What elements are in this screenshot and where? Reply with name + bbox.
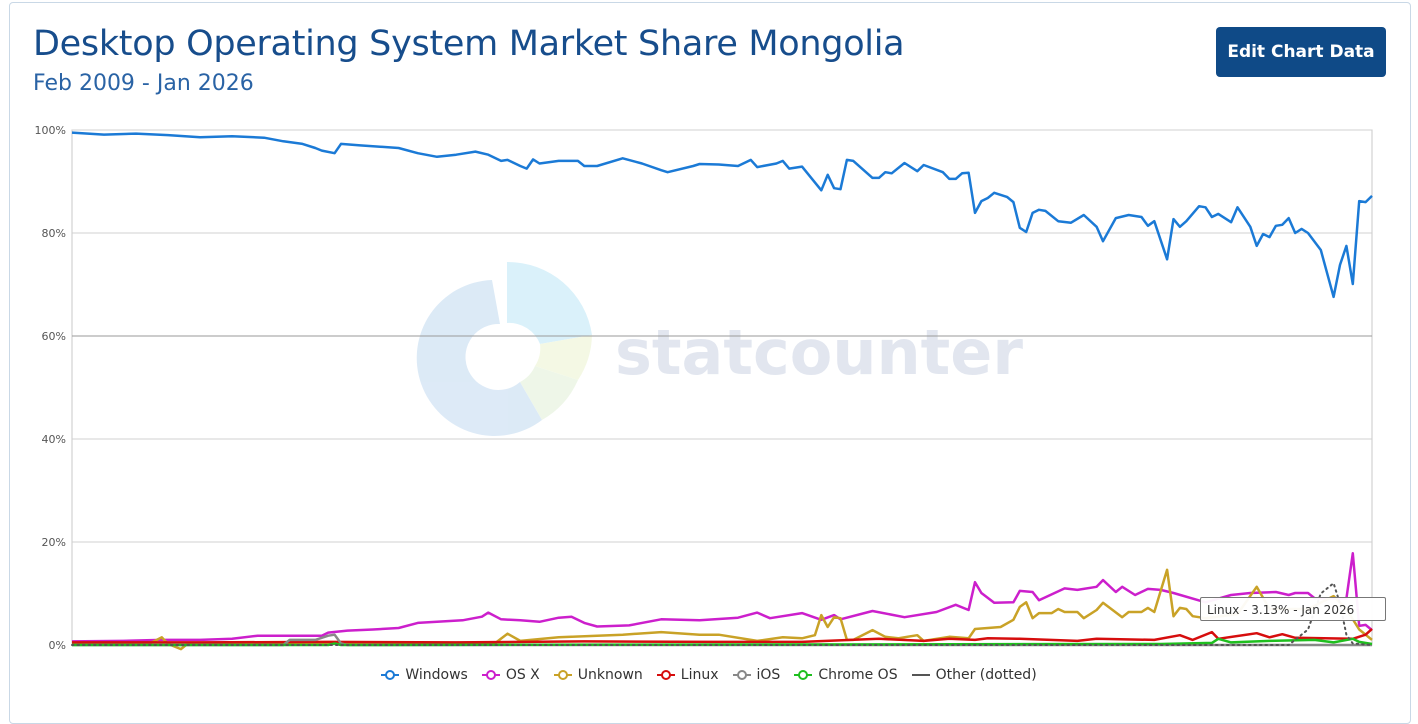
date-range-subtitle: Feb 2009 - Jan 2026 bbox=[33, 71, 254, 96]
y-tick-label: 60% bbox=[42, 330, 66, 343]
legend-label: Linux bbox=[680, 667, 719, 683]
circle-marker-icon bbox=[732, 670, 751, 680]
chart-legend: Windows OS X Unknown Linux iOS Chrome OS Other… bbox=[0, 667, 1418, 684]
watermark-logo-text: statcounter bbox=[615, 316, 1023, 389]
legend-label: iOS bbox=[756, 667, 781, 683]
legend-item-chrome-os[interactable]: Chrome OS bbox=[794, 667, 898, 683]
y-tick-label: 40% bbox=[42, 433, 66, 446]
circle-marker-icon bbox=[381, 670, 400, 680]
circle-marker-icon bbox=[481, 670, 500, 680]
circle-marker-icon bbox=[794, 670, 813, 680]
series-line-windows[interactable] bbox=[71, 131, 1373, 299]
legend-item-other-dotted[interactable]: Other (dotted) bbox=[911, 667, 1037, 683]
data-tooltip: Linux - 3.13% - Jan 2026 bbox=[1200, 597, 1386, 621]
series-line-unknown[interactable] bbox=[72, 568, 1373, 651]
legend-item-os-x[interactable]: OS X bbox=[481, 667, 540, 683]
legend-item-linux[interactable]: Linux bbox=[656, 667, 719, 683]
chart-card bbox=[9, 2, 1411, 724]
y-tick-label: 0% bbox=[49, 639, 66, 652]
y-tick-label: 20% bbox=[42, 536, 66, 549]
circle-marker-icon bbox=[553, 670, 572, 680]
circle-marker-icon bbox=[656, 670, 675, 680]
legend-label: Windows bbox=[405, 667, 468, 683]
legend-label: Other (dotted) bbox=[935, 667, 1037, 683]
y-tick-label: 80% bbox=[42, 227, 66, 240]
legend-label: Chrome OS bbox=[818, 667, 898, 683]
statcounter-watermark: statcounter bbox=[416, 261, 1023, 436]
series-line-linux[interactable] bbox=[72, 627, 1373, 644]
y-tick-label: 100% bbox=[35, 124, 66, 137]
series-line-os-x[interactable] bbox=[71, 552, 1373, 643]
legend-label: OS X bbox=[505, 667, 540, 683]
legend-item-windows[interactable]: Windows bbox=[381, 667, 468, 683]
legend-item-unknown[interactable]: Unknown bbox=[553, 667, 643, 683]
legend-item-ios[interactable]: iOS bbox=[732, 667, 781, 683]
page-title: Desktop Operating System Market Share Mo… bbox=[33, 24, 905, 64]
line-marker-icon bbox=[911, 670, 930, 680]
legend-label: Unknown bbox=[577, 667, 643, 683]
edit-chart-data-button[interactable]: Edit Chart Data bbox=[1216, 27, 1386, 77]
